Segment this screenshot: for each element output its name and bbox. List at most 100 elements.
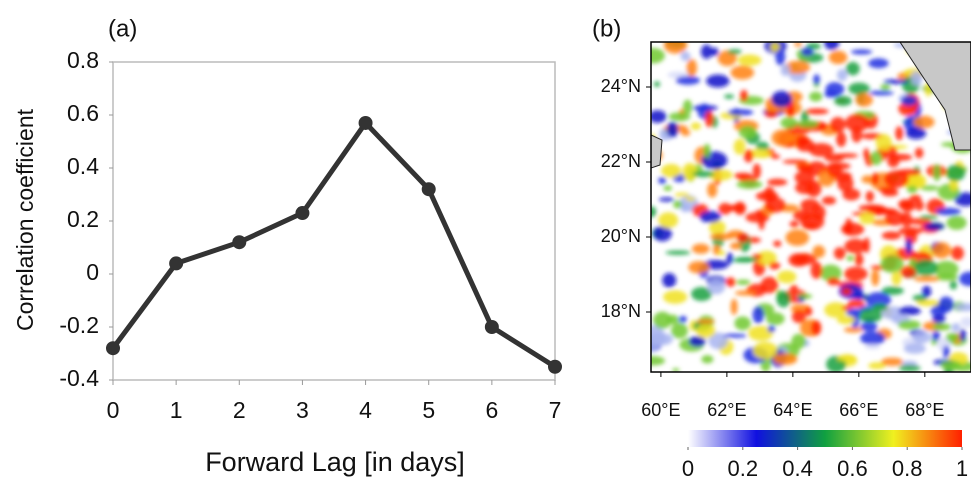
- field-patch: [841, 305, 853, 311]
- field-patch: [704, 110, 714, 128]
- field-patch: [735, 256, 758, 262]
- field-patch: [824, 42, 840, 51]
- field-patch: [747, 148, 772, 159]
- x-tick-label: 5: [422, 397, 435, 423]
- field-patch: [860, 321, 878, 332]
- y-axis-label: Correlation coefficient: [12, 108, 38, 331]
- x-tick-label: 60°E: [641, 400, 680, 420]
- field-patch: [796, 120, 819, 128]
- field-patch: [924, 222, 945, 231]
- map-frame: [650, 41, 971, 373]
- field-patch: [859, 212, 875, 225]
- field-patch: [881, 306, 905, 320]
- field-patch: [836, 131, 847, 148]
- field-patch: [756, 250, 777, 266]
- field-patch: [653, 81, 661, 88]
- field-patch: [805, 108, 829, 115]
- field-patch: [776, 290, 791, 308]
- x-tick-label: 68°E: [905, 400, 944, 420]
- field-patch: [738, 125, 757, 139]
- colorbar-tick-label: 0.2: [728, 456, 759, 481]
- x-axis-label: Forward Lag [in days]: [205, 447, 465, 477]
- field-patch: [895, 168, 922, 176]
- field-patch: [898, 199, 913, 210]
- marker: [548, 359, 562, 374]
- field-patch: [931, 330, 941, 341]
- field-patch: [726, 252, 733, 265]
- field-patch: [910, 70, 923, 86]
- field-patch: [868, 58, 889, 69]
- field-patch: [881, 231, 902, 240]
- field-patch: [724, 94, 735, 99]
- field-patch: [883, 79, 909, 85]
- field-patch: [945, 332, 959, 342]
- field-patch: [685, 196, 696, 202]
- field-patch: [880, 84, 891, 91]
- field-patch: [666, 121, 679, 138]
- field-patch: [791, 333, 807, 349]
- field-patch: [682, 162, 698, 181]
- field-patch: [811, 204, 826, 221]
- field-patch: [730, 298, 738, 315]
- field-patch: [758, 215, 765, 231]
- field-patch: [789, 220, 800, 228]
- field-patch: [654, 333, 673, 346]
- field-patch: [764, 111, 778, 118]
- field-patch: [833, 247, 846, 260]
- field-patch: [658, 197, 675, 202]
- field-patch: [663, 185, 673, 191]
- marker: [232, 235, 247, 250]
- marker: [358, 115, 373, 130]
- field-patch: [668, 112, 691, 122]
- field-patch: [871, 172, 879, 185]
- field-patch: [743, 149, 754, 163]
- field-patch: [780, 117, 798, 129]
- field-patch: [854, 253, 864, 267]
- field-patch: [824, 90, 838, 98]
- marker: [295, 206, 310, 221]
- field-patch: [718, 202, 732, 215]
- x-tick-label: 2: [233, 397, 246, 423]
- field-patch: [843, 326, 863, 333]
- field-patch: [804, 306, 813, 317]
- field-patch: [908, 218, 932, 225]
- field-patch: [810, 261, 823, 279]
- field-patch: [770, 42, 780, 53]
- field-patch: [830, 116, 846, 133]
- field-patch: [675, 75, 701, 85]
- field-patch: [931, 242, 952, 259]
- field-patch: [942, 345, 950, 358]
- field-patch: [784, 60, 811, 75]
- field-patch: [901, 95, 918, 106]
- field-patch: [652, 225, 672, 242]
- field-patch: [901, 360, 918, 367]
- field-patch: [717, 250, 726, 256]
- field-patch: [707, 278, 726, 295]
- colorbar-tick-label: 0: [682, 456, 694, 481]
- field-patch: [738, 175, 747, 182]
- field-patch: [932, 164, 941, 182]
- field-patch: [680, 51, 691, 62]
- field-patch: [875, 133, 892, 152]
- field-patch: [681, 129, 691, 136]
- field-patch: [905, 238, 912, 255]
- field-patch: [837, 354, 857, 362]
- field-patch: [837, 175, 854, 192]
- field-patch: [740, 89, 748, 102]
- field-patch: [661, 163, 682, 178]
- field-patch: [949, 280, 958, 290]
- field-patch: [767, 178, 788, 186]
- field-patch: [782, 159, 808, 164]
- field-patch: [824, 302, 848, 318]
- field-patch: [932, 314, 946, 324]
- field-patch: [898, 306, 921, 316]
- field-patch: [881, 286, 904, 296]
- colorbar-tick-label: 1: [956, 456, 968, 481]
- field-patch: [913, 115, 935, 129]
- field-patch: [748, 325, 774, 341]
- field-patch: [797, 293, 813, 299]
- panel-label: (a): [108, 15, 137, 42]
- field-patch: [898, 320, 921, 330]
- field-patch: [651, 206, 657, 218]
